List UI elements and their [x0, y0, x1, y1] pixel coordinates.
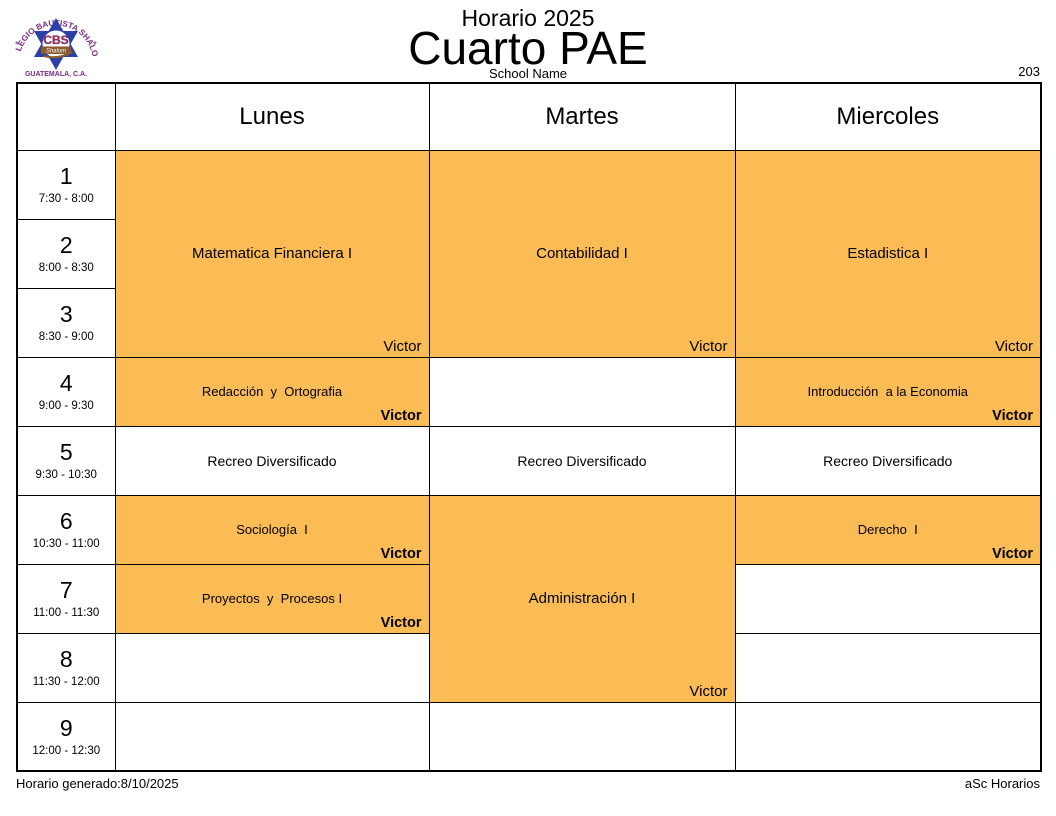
empty-cell-miercoles-9	[734, 701, 1042, 772]
lesson-cell-martes-1-3: Contabilidad I Victor	[428, 149, 736, 358]
logo-left-star-icon: *	[15, 40, 19, 51]
subject-label: Introducción a la Economia	[807, 384, 968, 399]
period-time: 8:30 - 9:00	[38, 331, 94, 344]
period-time: 11:00 - 11:30	[33, 607, 100, 620]
subject-label: Sociología I	[236, 522, 308, 537]
period-number: 5	[59, 438, 73, 465]
page-title-year: Horario 2025	[461, 5, 595, 31]
period-time: 9:30 - 10:30	[35, 469, 97, 482]
page-title-class: Cuarto PAE	[408, 22, 648, 74]
generated-date-label: Horario generado:8/10/2025	[16, 776, 179, 791]
period-number: 1	[59, 162, 73, 189]
table-row: 3 8:30 - 9:00	[16, 287, 1041, 358]
empty-cell-martes-9	[428, 701, 736, 772]
table-row: 9 12:00 - 12:30	[16, 701, 1042, 772]
period-time: 11:30 - 12:00	[32, 676, 100, 689]
lesson-cell-lunes-5: Recreo Diversificado	[114, 425, 430, 496]
period-cell-5: 5 9:30 - 10:30	[16, 425, 116, 496]
table-row: 7 11:00 - 11:30 Proyectos y Procesos I V…	[16, 563, 1042, 634]
period-time: 10:30 - 11:00	[32, 538, 100, 551]
subject-label: Recreo Diversificado	[207, 452, 337, 469]
subject-label: Proyectos y Procesos I	[201, 591, 343, 606]
table-row: 6 10:30 - 11:00 Sociología I Victor Admi…	[16, 494, 1042, 703]
teacher-label: Victor	[689, 682, 728, 700]
table-row: 4 9:00 - 9:30 Redacción y Ortografia Vic…	[16, 356, 1042, 427]
subject-label: Contabilidad I	[536, 245, 628, 262]
logo-banner: Shalom	[41, 46, 73, 59]
table-row: 8 11:30 - 12:00	[16, 632, 1042, 703]
timetable: Lunes Martes Miercoles 1 7:30 - 8:00 Mat…	[16, 82, 1042, 772]
day-header-lunes: Lunes	[114, 82, 430, 151]
lesson-cell-lunes-4: Redacción y Ortografia Victor	[114, 356, 430, 427]
school-name-label: School Name	[488, 66, 568, 81]
teacher-label: Victor	[994, 337, 1033, 355]
table-row: 1 7:30 - 8:00 Matematica Financiera I Vi…	[16, 149, 1042, 358]
lesson-cell-martes-5: Recreo Diversificado	[428, 425, 736, 496]
subject-label: Matematica Financiera I	[191, 245, 353, 262]
lesson-cell-lunes-1-3: Matematica Financiera I Victor	[114, 149, 430, 358]
period-cell-4: 4 9:00 - 9:30	[16, 356, 116, 427]
asc-brand-label: aSc Horarios	[964, 776, 1040, 791]
empty-cell-lunes-9	[114, 701, 430, 772]
teacher-label: Victor	[992, 407, 1033, 424]
corner-cell	[16, 82, 116, 151]
period-number: 7	[59, 576, 73, 603]
empty-cell-miercoles-8	[734, 632, 1042, 703]
lesson-cell-martes-6-8: Administración I Victor	[428, 494, 736, 703]
teacher-label: Victor	[380, 545, 422, 562]
lesson-cell-miercoles-1-3: Estadistica I Victor	[734, 149, 1042, 358]
subject-label: Derecho I	[857, 522, 918, 537]
lesson-cell-miercoles-5: Recreo Diversificado	[734, 425, 1042, 496]
table-row: 5 9:30 - 10:30 Recreo Diversificado Recr…	[16, 425, 1042, 496]
day-header-miercoles: Miercoles	[734, 82, 1042, 151]
period-cell-9: 9 12:00 - 12:30	[16, 701, 116, 772]
period-number: 2	[59, 231, 73, 258]
subject-label: Recreo Diversificado	[823, 452, 953, 469]
logo-abbr: CBS	[43, 33, 68, 47]
period-time: 8:00 - 8:30	[38, 262, 94, 275]
period-number: 3	[59, 300, 73, 327]
logo-bottom-text: GUATEMALA, C.A.	[25, 71, 87, 78]
teacher-label: Victor	[383, 337, 422, 355]
day-header-martes: Martes	[428, 82, 736, 151]
period-number: 9	[59, 714, 73, 741]
lesson-cell-miercoles-4: Introducción a la Economia Victor	[734, 356, 1042, 427]
period-time: 7:30 - 8:00	[38, 193, 94, 206]
period-cell-6: 6 10:30 - 11:00	[16, 494, 116, 565]
subject-label: Recreo Diversificado	[517, 452, 647, 469]
period-number: 4	[59, 369, 73, 396]
lesson-cell-lunes-6: Sociología I Victor	[114, 494, 430, 565]
table-row: 2 8:00 - 8:30	[16, 218, 1041, 289]
empty-cell-miercoles-7	[734, 563, 1042, 634]
teacher-label: Victor	[689, 337, 728, 355]
teacher-label: Victor	[380, 407, 422, 424]
empty-cell-lunes-8	[114, 632, 430, 703]
teacher-label: Victor	[992, 545, 1033, 562]
period-cell-2: 2 8:00 - 8:30	[16, 218, 116, 289]
subject-label: Administración I	[528, 590, 636, 607]
period-time: 9:00 - 9:30	[38, 400, 94, 413]
period-time: 12:00 - 12:30	[32, 744, 101, 757]
lesson-cell-lunes-7: Proyectos y Procesos I Victor	[114, 563, 430, 634]
teacher-label: Victor	[380, 614, 422, 631]
period-number: 6	[59, 507, 73, 534]
lesson-cell-miercoles-6: Derecho I Victor	[734, 494, 1042, 565]
logo-right-star-icon: *	[93, 40, 97, 51]
page-number: 203	[1018, 64, 1040, 79]
period-cell-1: 1 7:30 - 8:00	[16, 149, 116, 220]
day-header-row: Lunes Martes Miercoles	[16, 82, 1042, 151]
period-cell-8: 8 11:30 - 12:00	[16, 632, 116, 703]
subject-label: Redacción y Ortografia	[201, 384, 343, 399]
school-logo: COLEGIO BAUTISTA SHALOM CBS Shalom * * G…	[8, 2, 100, 78]
svg-text:Shalom: Shalom	[46, 49, 66, 55]
period-cell-7: 7 11:00 - 11:30	[16, 563, 116, 634]
subject-label: Estadistica I	[847, 245, 929, 262]
empty-cell-martes-4	[428, 356, 736, 427]
period-number: 8	[59, 645, 73, 672]
period-cell-3: 3 8:30 - 9:00	[16, 287, 116, 358]
